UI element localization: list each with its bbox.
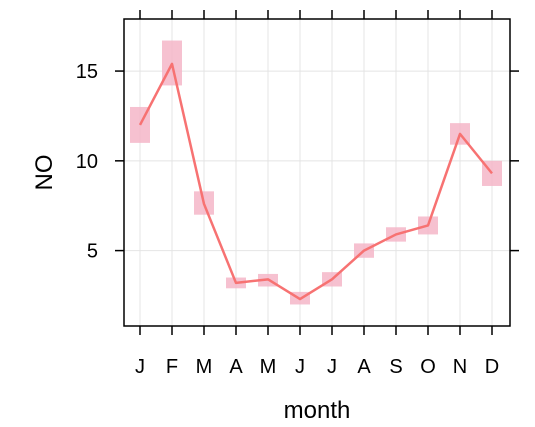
x-tick-label: N — [453, 356, 467, 378]
x-tick-label: A — [229, 356, 243, 378]
grid-layer — [124, 19, 510, 326]
x-tick-label: D — [485, 356, 499, 378]
plot-frame — [123, 18, 511, 327]
x-tick-label: J — [135, 356, 145, 378]
series-line — [138, 62, 493, 301]
x-tick-label: F — [166, 356, 178, 378]
x-tick-label: O — [420, 356, 436, 378]
tick-layer — [115, 10, 519, 335]
x-tick-label: J — [295, 356, 305, 378]
y-tick-label: 5 — [87, 241, 98, 263]
y-tick-label: 15 — [76, 61, 98, 83]
series-line-layer — [138, 62, 493, 301]
x-tick-label: M — [196, 356, 213, 378]
x-tick-label: A — [357, 356, 371, 378]
x-tick-label: S — [389, 356, 402, 378]
y-tick-label: 10 — [76, 151, 98, 173]
x-tick-label: M — [260, 356, 277, 378]
x-axis-title: month — [284, 397, 351, 424]
x-tick-label: J — [327, 356, 337, 378]
y-axis-title: NO — [31, 155, 58, 191]
